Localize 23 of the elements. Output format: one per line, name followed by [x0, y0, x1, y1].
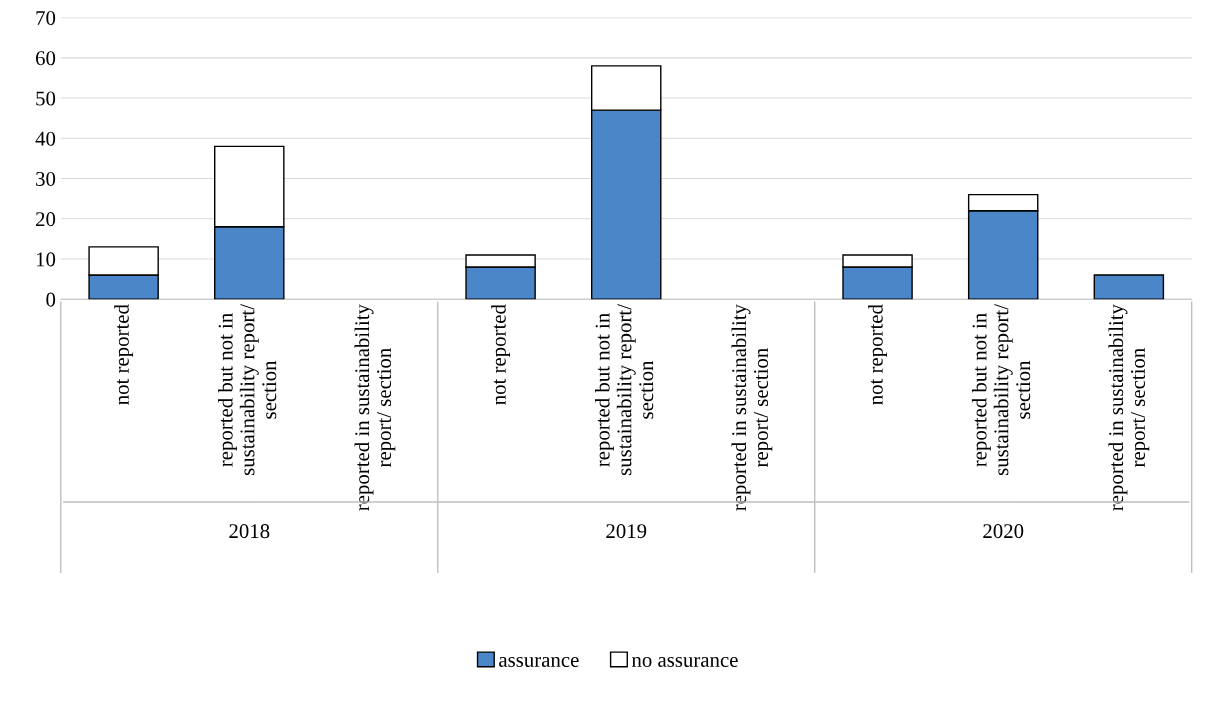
bar [1093, 274, 1165, 300]
y-tick-label: 50 [36, 91, 56, 106]
legend-label: assurance [499, 656, 579, 667]
y-tick-label: 40 [35, 131, 56, 146]
y-tick-label: 20 [36, 212, 56, 227]
x-tick-label: reported in sustainability report/ section [731, 304, 773, 511]
y-tick-label: 0 [46, 292, 56, 307]
y-tick-label: 10 [36, 252, 56, 267]
x-tick-label: reported but not in sustainability report/ section [218, 304, 277, 476]
x-tick-label: reported in sustainability report/ section [1108, 304, 1150, 511]
legend-label: no assurance [631, 656, 738, 667]
x-tick-label: not reported [868, 304, 887, 405]
x-tick-label: not reported [114, 304, 134, 405]
y-tick-label: 60 [36, 51, 56, 66]
x-tick-label: not reported [491, 304, 511, 405]
y-tick-label: 30 [36, 171, 56, 186]
text: 2019 [606, 524, 647, 539]
x-tick-label: reported but not in sustainability report/ section [971, 304, 1031, 476]
y-tick-label: 70 [36, 10, 56, 26]
x-tick-label: reported in sustainability report/ section [354, 304, 396, 511]
text: 2020 [983, 524, 1024, 539]
text: 2018 [229, 524, 270, 539]
x-tick-label: reported but not in sustainability report/ section [594, 304, 654, 476]
